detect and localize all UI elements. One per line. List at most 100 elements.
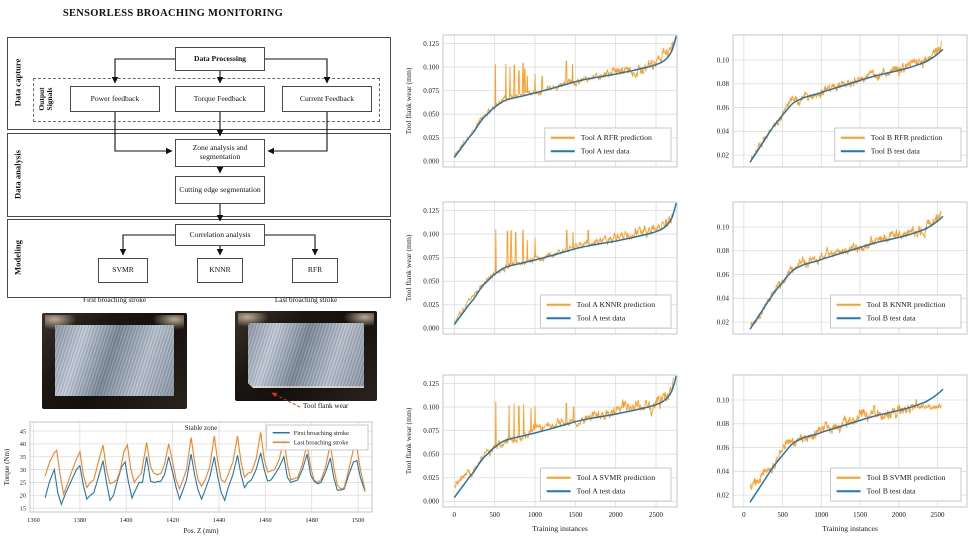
node-power-feedback: Power feedback: [70, 86, 160, 112]
y-axis-label: Torque (Nm): [3, 448, 11, 485]
output-signals-group: [33, 78, 380, 122]
axis-ticks: 0.000 0.025 0.050 0.075 0.100 0.125: [423, 40, 439, 166]
photo-first-caption: First broaching stroke: [82, 296, 147, 304]
node-svmr: SVMR: [98, 258, 148, 283]
chart-torque-stable-zone: 15 20 25 30 35 40 45 1360 1380 1400 1420 1440 1460 14…: [3, 421, 373, 535]
series-group: [749, 388, 944, 503]
svg-text:0: 0: [453, 511, 457, 519]
flowchart-title: SENSORLESS BROACHING MONITORING: [62, 8, 284, 19]
svg-text:1500: 1500: [568, 511, 583, 519]
svg-text:Tool B test data: Tool B test data: [867, 314, 917, 323]
svg-text:0.100: 0.100: [423, 403, 439, 411]
node-data-processing: Data Processing: [175, 47, 265, 71]
svg-text:15: 15: [20, 505, 26, 512]
svg-text:Tool A KNNR prediction: Tool A KNNR prediction: [577, 300, 656, 309]
series-tool-b-test-data: [749, 48, 944, 163]
series-tool-b-rfr-prediction: [749, 41, 942, 164]
node-zone-analysis: Zone analysis and segmentation: [175, 139, 265, 167]
svg-text:0.10: 0.10: [717, 396, 730, 404]
flowchart-arrows: [111, 58, 331, 256]
series-group: [749, 41, 944, 164]
svg-text:0.050: 0.050: [423, 451, 439, 459]
svg-text:0.08: 0.08: [717, 80, 730, 88]
svg-text:2500: 2500: [649, 511, 664, 519]
chart-tool-b-svmr: 0.02 0.04 0.06 0.08 0.10 0 500 1000 1500 2000 2500…: [717, 374, 968, 533]
svg-text:0.02: 0.02: [717, 491, 730, 499]
series-group: [44, 432, 366, 506]
x-axis-label: Training instances: [532, 524, 588, 533]
series-last-broaching-stroke: [44, 432, 366, 497]
photo-first-broaching-stroke: [42, 313, 187, 409]
x-axis-label: Training instances: [822, 524, 878, 533]
svg-text:0.125: 0.125: [423, 380, 439, 388]
svg-text:0.100: 0.100: [423, 230, 439, 238]
gridlines: [443, 375, 677, 507]
svg-text:1500: 1500: [853, 511, 868, 519]
photo-metal-surface: [55, 325, 174, 396]
series-group: [453, 202, 677, 326]
series-first-broaching-stroke: [44, 452, 366, 506]
svg-text:0.06: 0.06: [717, 444, 730, 452]
series-tool-b-knnr-prediction: [750, 209, 942, 326]
svg-text:Tool A SVMR prediction: Tool A SVMR prediction: [577, 473, 656, 482]
svg-text:0.125: 0.125: [423, 207, 439, 215]
svg-text:Tool A RFR prediction: Tool A RFR prediction: [581, 133, 652, 142]
svg-text:Tool B test data: Tool B test data: [867, 487, 917, 496]
svg-text:1480: 1480: [305, 517, 318, 524]
axis-ticks: 0.02 0.04 0.06 0.08 0.10 0 500 1000 1500 2000 2500: [717, 396, 945, 519]
x-axis-label: Pos. Z (mm): [183, 527, 219, 535]
series-group: [453, 375, 677, 499]
legend: Tool A RFR prediction Tool A test data: [544, 127, 672, 162]
svg-text:25: 25: [20, 480, 26, 487]
svg-text:0.08: 0.08: [717, 247, 730, 255]
svg-text:0.02: 0.02: [717, 318, 730, 326]
svg-text:0.075: 0.075: [423, 427, 439, 435]
svg-text:0.075: 0.075: [423, 87, 439, 95]
svg-text:1000: 1000: [528, 511, 543, 519]
legend: Tool B KNNR prediction Tool B test data: [830, 294, 962, 329]
svg-text:Last broaching stroke: Last broaching stroke: [294, 440, 349, 447]
y-axis-label: Tool flank wear (mm): [404, 407, 413, 474]
svg-text:0.06: 0.06: [717, 271, 730, 279]
svg-text:45: 45: [20, 428, 26, 435]
section-modeling: [7, 219, 391, 298]
svg-text:0.06: 0.06: [717, 104, 730, 112]
svg-text:1380: 1380: [74, 517, 87, 524]
svg-text:40: 40: [20, 441, 26, 448]
svg-text:0.000: 0.000: [423, 498, 439, 506]
photo-last-caption: Last broaching stroke: [274, 296, 338, 304]
node-rfr: RFR: [292, 258, 338, 283]
svg-text:0: 0: [742, 511, 746, 519]
series-group: [749, 209, 944, 330]
y-axis-label: Tool flank wear (mm): [404, 67, 413, 134]
gridlines: [30, 422, 372, 512]
series-tool-a-test-data: [453, 35, 677, 159]
svg-text:0.04: 0.04: [717, 295, 730, 303]
section-data-analysis: [7, 133, 391, 217]
svg-text:2000: 2000: [892, 511, 907, 519]
node-cutting-edge: Cutting edge segmentation: [175, 176, 265, 204]
node-current-feedback: Current Feedback: [282, 86, 372, 112]
legend: Tool A SVMR prediction Tool A test data: [540, 467, 672, 502]
svg-text:30: 30: [20, 467, 26, 474]
svg-text:0.02: 0.02: [717, 151, 730, 159]
svg-text:0.100: 0.100: [423, 63, 439, 71]
svg-text:0.025: 0.025: [423, 134, 439, 142]
svg-text:1000: 1000: [814, 511, 829, 519]
legend: Tool A KNNR prediction Tool A test data: [540, 294, 672, 329]
photos-panel: First broaching stroke Last broaching st…: [0, 290, 398, 422]
svg-text:0.025: 0.025: [423, 301, 439, 309]
svg-text:2000: 2000: [609, 511, 624, 519]
series-tool-a-test-data: [453, 375, 677, 499]
svg-text:First broaching stroke: First broaching stroke: [294, 430, 349, 437]
series-tool-b-test-data: [749, 215, 944, 330]
chart-tool-b-knnr: 0.02 0.04 0.06 0.08 0.10 Tool B KNNR predicti…: [717, 201, 968, 335]
svg-text:1440: 1440: [213, 517, 226, 524]
svg-text:35: 35: [20, 454, 26, 461]
legend: Tool B SVMR prediction Tool B test data: [830, 467, 962, 502]
chart-title: Stable zone: [185, 424, 217, 432]
axis-ticks: 0.000 0.025 0.050 0.075 0.100 0.125: [423, 207, 439, 333]
y-axis-label: Tool flank wear (mm): [404, 234, 413, 301]
svg-text:500: 500: [777, 511, 788, 519]
chart-tool-b-rfr: 0.02 0.04 0.06 0.08 0.10 Tool B RFR predictio…: [717, 34, 968, 168]
